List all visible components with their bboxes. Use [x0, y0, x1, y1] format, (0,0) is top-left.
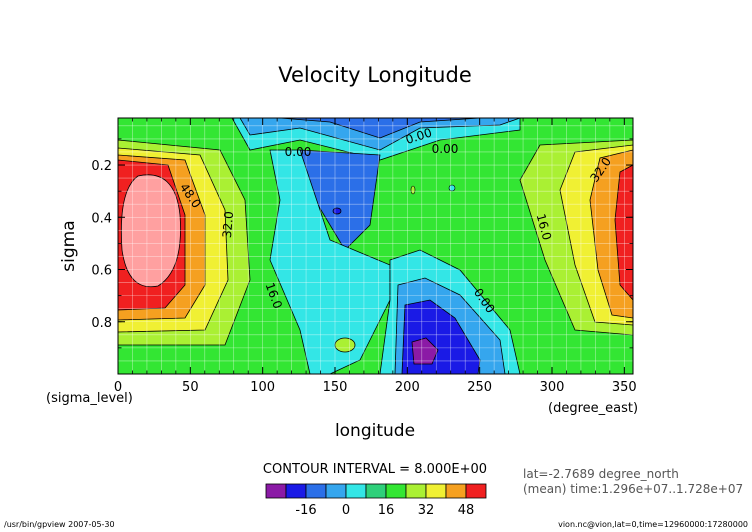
x-tick-label: 150: [323, 380, 348, 395]
colorbar-swatch: [345, 483, 367, 499]
info-time: (mean) time:1.296e+07..1.728e+07: [523, 482, 743, 496]
x-tick-label: 300: [540, 380, 565, 395]
y-axis-ticks: 0.2 0.4 0.6 0.8: [91, 138, 633, 375]
y-axis-unit: (sigma_level): [46, 391, 133, 406]
colorbar-swatch: [465, 483, 487, 499]
colorbar-tick-label: 32: [418, 503, 435, 518]
colorbar-swatch: [325, 483, 347, 499]
contour-interval: CONTOUR INTERVAL = 8.000E+00: [263, 462, 487, 477]
footer-right: vion.nc@vion,lat=0,time=12960000:1728000…: [558, 520, 748, 529]
plot-grid: [118, 118, 633, 374]
chart-title: Velocity Longitude: [278, 63, 472, 87]
colorbar-tick-label: -16: [295, 503, 316, 518]
y-tick-label: 0.8: [91, 316, 112, 331]
colorbar-swatch: [385, 483, 407, 499]
info-lat: lat=-2.7689 degree_north: [523, 467, 679, 481]
cell-small-green: [334, 337, 356, 353]
colorbar-tick-labels: -16 0 16 32 48: [295, 503, 474, 518]
colorbar-swatch: [365, 483, 387, 499]
y-axis-label: sigma: [59, 220, 79, 271]
contour-label: 0.00: [432, 142, 459, 156]
y-tick-label: 0.6: [91, 264, 112, 279]
colorbar-swatch: [405, 483, 427, 499]
x-tick-label: 50: [182, 380, 199, 395]
plot-frame: [117, 117, 634, 375]
x-axis-label: longitude: [335, 421, 415, 441]
x-tick-label: 0: [114, 380, 122, 395]
contour-label: 16.0: [534, 212, 554, 241]
colorbar-swatch: [445, 483, 467, 499]
x-axis-ticks: 0 50 100 150 200 250 300 350: [114, 118, 637, 395]
contour-label: 32.0: [220, 211, 236, 239]
x-tick-label: 200: [395, 380, 420, 395]
band-left-pink: [120, 174, 181, 288]
colorbar-swatch: [265, 483, 287, 499]
cell-tiny-teal: [448, 184, 456, 192]
colorbar-tick-label: 16: [378, 503, 395, 518]
x-tick-label: 100: [250, 380, 275, 395]
cell-small-blue: [332, 207, 342, 215]
y-tick-label: 0.2: [91, 159, 112, 174]
x-axis-unit: (degree_east): [548, 401, 638, 416]
colorbar-tick-label: 0: [342, 503, 350, 518]
colorbar-swatch: [425, 483, 447, 499]
y-tick-label: 0.4: [91, 211, 112, 226]
x-tick-label: 250: [467, 380, 492, 395]
contour-label: 0.00: [285, 145, 312, 159]
band-lower-core: [411, 337, 439, 365]
cell-tiny-yellow: [410, 185, 416, 195]
colorbar-swatch: [285, 483, 307, 499]
x-tick-label: 350: [612, 380, 637, 395]
band-diagonal-teal: [269, 149, 391, 374]
band-upper-darkblue: [279, 118, 481, 139]
colorbar-swatch: [305, 483, 327, 499]
band-right-red: [614, 164, 633, 301]
colorbar: [265, 483, 487, 499]
footer-left: /usr/bin/gpview 2007-05-30: [4, 520, 115, 529]
colorbar-tick-label: 48: [458, 503, 475, 518]
contour-plot-area: [118, 118, 633, 374]
